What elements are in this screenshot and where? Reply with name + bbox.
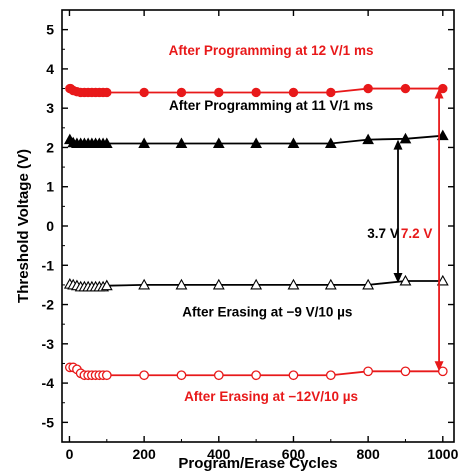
x-tick-label: 200 [132,446,156,462]
y-tick-label: 3 [46,100,54,116]
data-point [325,370,336,381]
annotation-label: After Programming at 12 V/1 ms [169,43,374,58]
data-point [288,370,299,381]
annotation-label: After Programming at 11 V/1 ms [169,98,373,113]
data-point [399,274,412,286]
data-point [101,370,112,381]
x-tick-label: 400 [207,446,231,462]
series-1 [63,129,449,149]
data-point [399,132,412,144]
arrow-head-bottom [393,272,403,283]
series-layer [63,83,449,381]
y-tick-label: 2 [46,139,54,155]
annotation-label: 7.2 V [401,226,433,241]
data-point [176,87,187,98]
data-point [139,87,149,98]
data-point [138,137,150,149]
data-point [139,370,149,381]
data-point [362,278,375,290]
data-point [175,137,188,149]
data-point [438,83,448,94]
data-point [363,366,373,377]
data-point [326,87,336,98]
y-tick-label: -5 [42,414,55,430]
y-tick-label: -3 [42,336,55,352]
y-tick-label: 0 [46,218,54,234]
data-point [251,370,261,381]
data-point [436,129,449,141]
data-point [324,137,337,149]
arrow-head-top [434,88,444,99]
arrow-1 [434,88,444,372]
data-point [102,87,112,98]
x-tick-label: 0 [66,446,74,462]
y-tick-label: 1 [46,179,54,195]
y-tick-label: -2 [42,297,55,313]
y-tick-label: 5 [46,22,54,38]
x-tick-label: 1000 [427,446,458,462]
data-point [100,137,113,149]
data-point [400,366,411,377]
data-point [362,133,374,145]
arrow-0 [393,139,403,283]
data-point [138,278,151,290]
data-point [250,137,262,149]
data-point [175,278,188,290]
data-point [250,278,263,290]
annotation-label: After Erasing at −9 V/10 µs [182,304,352,319]
data-point [287,137,300,149]
data-point [212,278,225,290]
data-point [100,279,113,291]
data-point [436,274,449,286]
data-point [287,278,300,290]
y-axis-title: Threshold Voltage (V) [15,149,32,303]
data-point [400,83,411,94]
data-point [251,87,261,98]
y-tick-label: -4 [42,375,55,391]
series-3 [64,362,448,381]
y-tick-label: 4 [46,61,54,77]
annotation-layer: After Programming at 12 V/1 ms After Prog… [169,43,433,404]
arrow-head-top [393,139,403,150]
arrow-layer [393,88,444,372]
data-point [212,137,225,149]
x-tick-label: 800 [356,446,380,462]
annotation-label: 3.7 V [367,226,399,241]
series-0 [65,83,448,98]
arrow-head-bottom [434,361,444,372]
data-point [213,370,224,381]
x-tick-label: 600 [282,446,306,462]
axis-ticks: 0 200 400 600 800 1000 -5 -4 -3 -2 -1 0 1 2 3 4 5 [42,9,459,462]
y-tick-label: -1 [42,257,55,273]
series-2 [63,274,449,292]
data-point [437,366,448,377]
x-axis-title: Program/Erase Cycles [178,455,337,472]
data-point [288,87,299,98]
data-point [363,83,373,94]
annotation-label: After Erasing at −12V/10 µs [184,389,358,404]
data-point [324,278,337,290]
data-point [176,370,187,381]
data-point [214,87,224,98]
